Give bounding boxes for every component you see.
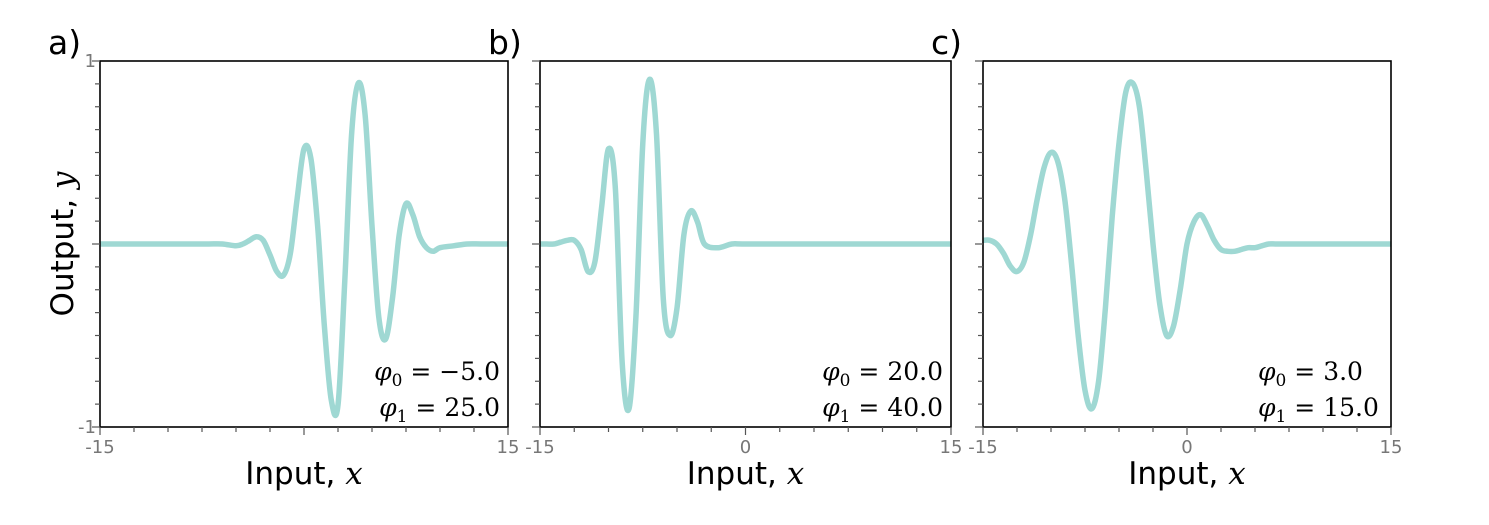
param-subscript: 0: [1276, 371, 1287, 391]
param-symbol: φ: [379, 393, 397, 422]
param-equals: =: [850, 357, 887, 386]
param-annotation-1: φ1 = 15.0: [1258, 393, 1379, 427]
param-value: 25.0: [444, 393, 500, 422]
param-value: 20.0: [887, 357, 943, 386]
param-value: 3.0: [1323, 357, 1363, 386]
param-subscript: 1: [840, 407, 851, 427]
x-axis-label: Input, x: [687, 456, 805, 492]
x-tick-label: -15: [968, 437, 997, 458]
x-tick-label: 0: [1181, 437, 1192, 458]
series-line-1: [100, 79, 508, 419]
y-axis-label-text: Output,: [45, 189, 81, 316]
panel-label: c): [931, 23, 962, 62]
x-tick-label: -15: [85, 437, 114, 458]
x-axis-label-text: Input,: [687, 456, 787, 492]
param-subscript: 0: [840, 371, 851, 391]
x-axis-label: Input, x: [245, 456, 363, 492]
param-equals: =: [407, 393, 444, 422]
param-symbol: φ: [822, 357, 840, 386]
x-tick-label: 15: [1380, 437, 1403, 458]
param-symbol: φ: [822, 393, 840, 422]
y-tick-label: -1: [78, 417, 96, 438]
param-symbol: φ: [1258, 357, 1276, 386]
param-subscript: 0: [392, 371, 403, 391]
series-line-1: [540, 76, 951, 414]
x-tick-label: 15: [497, 437, 520, 458]
param-equals: =: [402, 357, 439, 386]
series-line-1: [983, 79, 1391, 412]
x-axis-label-var: x: [787, 456, 805, 492]
param-annotation-1: φ1 = 25.0: [379, 393, 500, 427]
param-equals: =: [1286, 357, 1323, 386]
y-axis-label-var: y: [45, 171, 81, 191]
param-value: −5.0: [439, 357, 500, 386]
x-axis-label-text: Input,: [245, 456, 345, 492]
y-axis-label: Output, y: [45, 171, 81, 316]
param-subscript: 1: [397, 407, 408, 427]
param-symbol: φ: [374, 357, 392, 386]
panel-label: b): [488, 23, 522, 62]
param-subscript: 1: [1276, 407, 1287, 427]
param-annotation-1: φ1 = 40.0: [822, 393, 943, 427]
param-equals: =: [850, 393, 887, 422]
x-tick-label: -15: [525, 437, 554, 458]
param-symbol: φ: [1258, 393, 1276, 422]
x-axis-label-var: x: [345, 456, 363, 492]
param-annotation-0: φ0 = −5.0: [374, 357, 500, 391]
param-value: 15.0: [1323, 393, 1379, 422]
param-annotation-0: φ0 = 20.0: [822, 357, 943, 391]
param-value: 40.0: [887, 393, 943, 422]
x-axis-label-var: x: [1228, 456, 1246, 492]
x-axis-label: Input, x: [1128, 456, 1246, 492]
y-tick-label: 1: [85, 51, 96, 72]
param-annotation-0: φ0 = 3.0: [1258, 357, 1363, 391]
x-tick-label: 15: [940, 437, 963, 458]
panel-label: a): [48, 23, 81, 62]
x-tick-label: 0: [740, 437, 751, 458]
x-axis-label-text: Input,: [1128, 456, 1228, 492]
param-equals: =: [1286, 393, 1323, 422]
